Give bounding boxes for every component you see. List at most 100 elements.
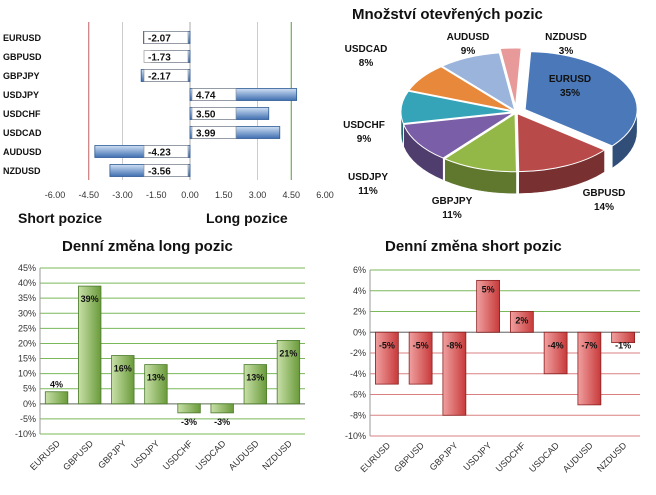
value-label: -2.07 bbox=[148, 34, 171, 45]
y-tick-label: -10% bbox=[345, 431, 366, 441]
short-change-title: Denní změna short pozic bbox=[385, 238, 562, 255]
category-label: AUDUSD bbox=[3, 147, 42, 157]
y-tick-label: 2% bbox=[353, 307, 366, 317]
category-label: GBPJPY bbox=[428, 440, 460, 472]
category-label: USDCAD bbox=[194, 438, 228, 472]
long-change-chart: -10% -5% 0% 5% 10% 15% 20% 25% 30% 35% 40% 45% 4% EUR… bbox=[15, 263, 305, 472]
short-change-panel: Denní změna short pozic -10% -8% -6% -4% -2%… bbox=[330, 232, 656, 495]
y-tick-label: -8% bbox=[350, 410, 366, 420]
category-label: USDCHF bbox=[494, 440, 528, 474]
value-label: -3% bbox=[181, 417, 197, 427]
category-label: NZDUSD bbox=[260, 438, 294, 472]
x-tick-label: -1.50 bbox=[146, 190, 167, 200]
value-label: 13% bbox=[147, 373, 165, 383]
pie-title: Množství otevřených pozic bbox=[352, 6, 543, 23]
category-label: GBPJPY bbox=[96, 438, 128, 470]
pie-value-label: 11% bbox=[442, 210, 462, 221]
category-label: GBPUSD bbox=[392, 440, 426, 474]
pie-slice bbox=[400, 90, 514, 124]
y-tick-label: 35% bbox=[18, 293, 36, 303]
pie-slice bbox=[408, 66, 514, 112]
y-tick-label: 30% bbox=[18, 308, 36, 318]
x-tick-label: 3.00 bbox=[249, 190, 267, 200]
pie-label: USDCAD bbox=[345, 44, 388, 55]
bar bbox=[243, 364, 267, 405]
y-tick-label: -10% bbox=[15, 429, 36, 439]
value-label-box bbox=[143, 50, 189, 63]
value-label: -2.17 bbox=[148, 72, 171, 83]
value-label: -7% bbox=[581, 340, 597, 350]
value-label: 4.74 bbox=[196, 91, 216, 102]
y-tick-label: 15% bbox=[18, 354, 36, 364]
short-positions-label: Short pozice bbox=[18, 210, 102, 226]
pie-slice bbox=[499, 47, 522, 107]
y-tick-label: 25% bbox=[18, 323, 36, 333]
pie-value-label: 35% bbox=[560, 88, 580, 99]
pie-slice bbox=[516, 112, 606, 173]
value-label: -4% bbox=[548, 340, 564, 350]
pie-label: NZDUSD bbox=[545, 32, 587, 43]
pie-value-label: 9% bbox=[357, 134, 372, 145]
category-label: USDJPY bbox=[461, 440, 493, 472]
value-label: -1% bbox=[615, 340, 631, 350]
x-tick-label: 4.50 bbox=[282, 190, 300, 200]
value-label-box bbox=[143, 164, 189, 177]
y-tick-label: 6% bbox=[353, 265, 366, 275]
category-label: GBPUSD bbox=[61, 438, 95, 472]
value-label-box bbox=[191, 126, 237, 139]
category-label: GBPJPY bbox=[3, 71, 40, 81]
open-positions-pie-chart: EURUSD 35% GBPUSD 14% GBPJPY 11% USDJPY 11% USDC… bbox=[343, 32, 638, 221]
bar bbox=[78, 285, 102, 405]
bar bbox=[577, 331, 602, 406]
net-positions-chart: EURUSD -2.07 GBPUSD -1.73 GBPJPY -2.17 USDJPY 4… bbox=[3, 22, 334, 226]
pie-label: USDJPY bbox=[348, 172, 388, 183]
bar bbox=[144, 364, 168, 405]
value-label: 13% bbox=[246, 373, 264, 383]
category-label: EURUSD bbox=[3, 33, 42, 43]
pie-slice bbox=[402, 112, 514, 159]
y-tick-label: 40% bbox=[18, 278, 36, 288]
bar bbox=[543, 331, 568, 375]
category-label: USDCHF bbox=[3, 109, 41, 119]
bar bbox=[44, 391, 69, 405]
category-label: USDJPY bbox=[3, 90, 39, 100]
value-label-box bbox=[143, 31, 189, 44]
category-label: EURUSD bbox=[28, 438, 62, 472]
pie-label: USDCHF bbox=[343, 120, 385, 131]
category-label: GBPUSD bbox=[3, 52, 42, 62]
y-tick-label: 45% bbox=[18, 263, 36, 273]
open-positions-panel: Množství otevřených pozic EURUSD 35% GBPUS… bbox=[330, 0, 656, 235]
x-tick-label: -3.00 bbox=[112, 190, 133, 200]
long-positions-label: Long pozice bbox=[206, 210, 288, 226]
category-label: USDCHF bbox=[161, 438, 195, 472]
value-label: -1.73 bbox=[148, 53, 171, 64]
bar bbox=[476, 279, 500, 333]
long-change-panel: Denní změna long pozic -10% -5% 0% 5% 10% 15%… bbox=[0, 232, 320, 495]
long-change-title: Denní změna long pozic bbox=[62, 238, 233, 255]
value-label-box bbox=[191, 107, 237, 120]
x-tick-label: 0.00 bbox=[181, 190, 199, 200]
x-tick-label: -6.00 bbox=[45, 190, 66, 200]
category-label: USDCAD bbox=[527, 440, 561, 474]
bar bbox=[611, 331, 635, 344]
category-label: NZDUSD bbox=[3, 166, 41, 176]
pie-value-label: 3% bbox=[559, 46, 574, 57]
value-label: 4% bbox=[50, 380, 63, 390]
pie-label: EURUSD bbox=[549, 74, 591, 85]
x-tick-label: 6.00 bbox=[316, 190, 334, 200]
value-label: -3.56 bbox=[148, 167, 171, 178]
pie-slice bbox=[524, 51, 638, 147]
bar bbox=[210, 403, 234, 414]
net-positions-panel: EURUSD -2.07 GBPUSD -1.73 GBPJPY -2.17 USDJPY 4… bbox=[0, 0, 340, 235]
y-tick-label: 20% bbox=[18, 338, 36, 348]
bar bbox=[442, 331, 467, 416]
x-tick-label: -4.50 bbox=[78, 190, 99, 200]
category-label: AUDUSD bbox=[227, 438, 261, 472]
value-label: -4.23 bbox=[148, 148, 171, 159]
value-label: 2% bbox=[515, 316, 528, 326]
y-tick-label: 5% bbox=[23, 384, 36, 394]
value-label: 39% bbox=[81, 294, 99, 304]
pie-value-label: 9% bbox=[461, 46, 476, 57]
category-label: USDJPY bbox=[129, 438, 161, 470]
category-label: AUDUSD bbox=[561, 440, 595, 474]
